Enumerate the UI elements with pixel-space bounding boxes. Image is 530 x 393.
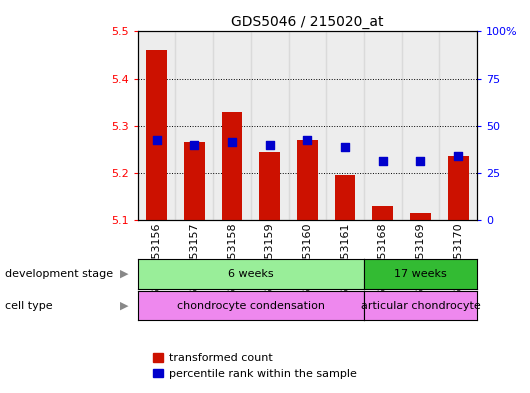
Text: chondrocyte condensation: chondrocyte condensation	[177, 301, 325, 310]
Point	[454, 153, 462, 160]
Point	[341, 144, 349, 150]
Bar	[175, 31, 213, 220]
Bar	[288, 31, 326, 220]
Bar	[297, 140, 318, 220]
Text: ▶: ▶	[120, 301, 129, 310]
Bar	[402, 31, 439, 220]
Legend: transformed count, percentile rank within the sample: transformed count, percentile rank withi…	[148, 349, 361, 384]
Bar	[138, 31, 175, 220]
Bar	[184, 142, 205, 220]
Bar	[373, 206, 393, 220]
Bar	[213, 31, 251, 220]
Bar	[410, 213, 431, 220]
Text: cell type: cell type	[5, 301, 53, 310]
Text: articular chondrocyte: articular chondrocyte	[360, 301, 480, 310]
Text: development stage: development stage	[5, 269, 113, 279]
Bar	[448, 156, 469, 220]
Point	[266, 141, 274, 148]
Text: 6 weeks: 6 weeks	[228, 269, 273, 279]
Point	[228, 139, 236, 145]
Bar	[364, 31, 402, 220]
Bar	[222, 112, 242, 220]
Point	[190, 141, 199, 148]
Bar	[326, 31, 364, 220]
Bar	[146, 50, 167, 220]
Text: ▶: ▶	[120, 269, 129, 279]
Point	[416, 158, 425, 164]
Bar	[259, 152, 280, 220]
Bar	[251, 31, 288, 220]
Bar	[335, 175, 356, 220]
Point	[378, 158, 387, 164]
Text: 17 weeks: 17 weeks	[394, 269, 447, 279]
Point	[303, 137, 312, 143]
Bar	[439, 31, 477, 220]
Title: GDS5046 / 215020_at: GDS5046 / 215020_at	[231, 15, 384, 29]
Point	[153, 137, 161, 143]
